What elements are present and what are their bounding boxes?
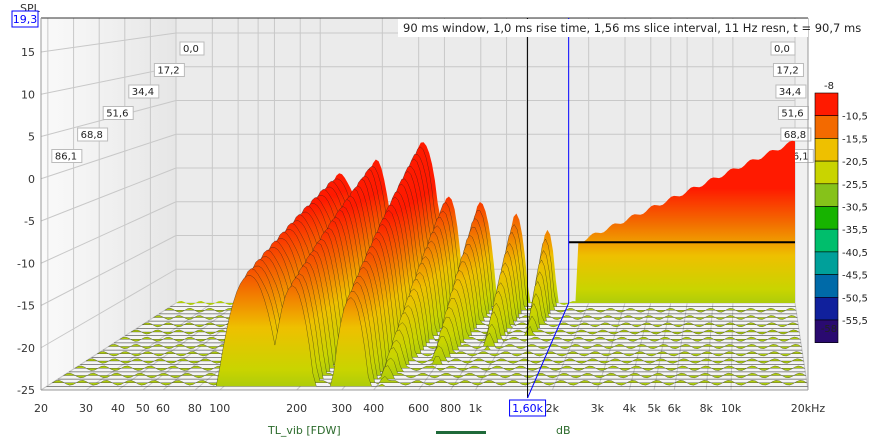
- time-label-box: [780, 127, 812, 142]
- colorbar-label: -35,5: [842, 225, 868, 236]
- time-label-box: [179, 41, 205, 56]
- time-label-box: [153, 63, 185, 77]
- time-label-right: 51,6: [781, 109, 803, 120]
- time-label-box: [128, 84, 160, 99]
- x-tick-label: 5k: [647, 402, 661, 415]
- side-grid-line: [40, 235, 177, 306]
- time-label-right: 86,1: [786, 152, 808, 163]
- x-tick-label: 800: [440, 402, 461, 415]
- colorbar-label: -50,5: [842, 293, 868, 304]
- colorbar-segment: [814, 92, 839, 117]
- time-label-box: [770, 41, 796, 56]
- colorbar-segment: [814, 138, 839, 162]
- time-label-right: 0,0: [774, 44, 790, 55]
- x-tick-label: 60: [156, 402, 170, 415]
- colorbar-segment: [814, 319, 839, 344]
- colorbar-segment: [814, 228, 839, 253]
- x-tick-label: 100: [209, 402, 230, 415]
- colorbar-min: -58: [821, 324, 837, 335]
- x-tick-label: 10k: [721, 402, 742, 415]
- time-label-left: 34,4: [132, 87, 154, 98]
- y-tick-label: -5: [24, 215, 35, 228]
- colorbar-label: -40,5: [842, 248, 868, 259]
- colorbar-label: -15,5: [842, 134, 868, 145]
- x-tick-label: 40: [111, 402, 125, 415]
- x-tick-label: 20kHz: [791, 402, 826, 415]
- x-tick-label: 2k: [546, 402, 560, 415]
- legend-line-swatch: [436, 431, 486, 434]
- y-tick-label: -15: [17, 300, 35, 313]
- waterfall-slice: [45, 275, 809, 387]
- colorbar-label: -30,5: [842, 203, 868, 214]
- x-tick-label: 30: [79, 402, 93, 415]
- chart-svg[interactable]: 20 30 40 50 60 80 100 200 300 400 600 800 1k 2k 3k 4k 5k…: [0, 0, 869, 424]
- y-tick-label: -25: [17, 384, 35, 397]
- side-grid-line: [40, 167, 177, 222]
- x-tick-label: 600: [408, 402, 429, 415]
- time-label-box: [772, 63, 804, 77]
- side-grid-line: [40, 268, 177, 349]
- x-tick-label: 50: [136, 402, 150, 415]
- x-tick-label: 20: [34, 402, 48, 415]
- time-label-left: 68,8: [81, 130, 103, 141]
- legend-series-label: TL_vib [FDW]: [268, 424, 341, 437]
- x-tick-label: 80: [188, 402, 202, 415]
- time-label-left: 51,6: [106, 109, 128, 120]
- colorbar-segment: [814, 274, 839, 298]
- x-tick-label: 8k: [700, 402, 714, 415]
- colorbar-label: -45,5: [842, 271, 868, 282]
- colorbar-label: -25,5: [842, 180, 868, 191]
- colorbar-segment: [814, 206, 839, 230]
- colorbar-segment: [814, 251, 839, 275]
- time-label-box: [77, 127, 109, 142]
- side-grid-line: [40, 201, 177, 264]
- y-tick-label: 15: [21, 46, 35, 59]
- x-tick-label: 200: [286, 402, 307, 415]
- left-wall: [41, 18, 176, 390]
- y-tick-label: 5: [28, 131, 35, 144]
- x-tick-label: 3k: [591, 402, 605, 415]
- side-grid-line: [40, 133, 177, 180]
- x-cursor-value: 1,60k: [512, 402, 543, 415]
- x-tick-label: 1k: [469, 402, 483, 415]
- x-cursor-box: [509, 399, 547, 417]
- y-tick-label: 0: [28, 173, 35, 186]
- time-label-right: 34,4: [779, 87, 801, 98]
- time-label-box: [775, 84, 807, 99]
- side-grid-line: [40, 66, 177, 95]
- y-tick-label: -10: [17, 257, 35, 270]
- colorbar-label: -20,5: [842, 157, 868, 168]
- time-label-right: 17,2: [776, 66, 798, 77]
- title-box: [398, 19, 808, 37]
- time-label-box: [102, 106, 134, 120]
- x-cursor-floor-line: [527, 302, 570, 399]
- time-label-left: 17,2: [157, 66, 179, 77]
- side-grid-line: [40, 32, 177, 53]
- colorbar-label: -55,5: [842, 316, 868, 327]
- time-label-box: [51, 149, 83, 163]
- colorbar-segment: [814, 160, 839, 185]
- x-tick-label: 400: [363, 402, 384, 415]
- x-tick-label: 6k: [668, 402, 682, 415]
- colorbar-max: -8: [824, 81, 834, 92]
- colorbar-label: -10,5: [842, 112, 868, 123]
- x-tick-label: 4k: [623, 402, 637, 415]
- y-tick-label: 10: [21, 88, 35, 101]
- colorbar-segment: [814, 296, 839, 321]
- y-tick-label: -20: [17, 342, 35, 355]
- legend: TL_vib [FDW] dB: [0, 424, 869, 444]
- legend-unit: dB: [556, 424, 571, 437]
- y-cursor-value: 19,3: [13, 13, 38, 26]
- colorbar-segment: [814, 115, 839, 139]
- y-cursor-box: [11, 10, 39, 28]
- x-tick-label: 300: [331, 402, 352, 415]
- colorbar-segment: [814, 183, 839, 207]
- chart-title: 90 ms window, 1,0 ms rise time, 1,56 ms …: [403, 21, 861, 35]
- time-label-left: 0,0: [183, 44, 199, 55]
- time-label-left: 86,1: [55, 152, 77, 163]
- time-label-right: 68,8: [784, 130, 806, 141]
